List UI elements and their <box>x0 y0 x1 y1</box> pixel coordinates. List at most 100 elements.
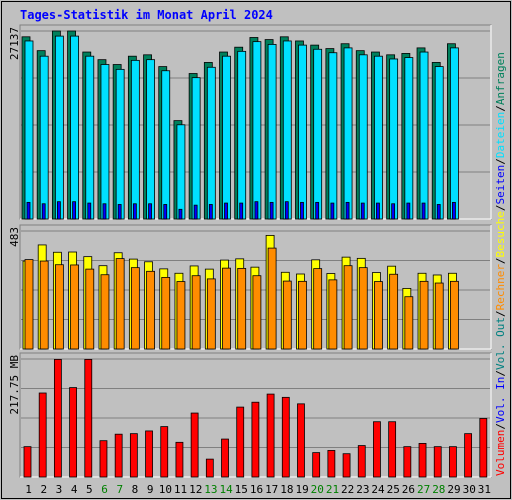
bar-volumen-day-29 <box>449 446 457 478</box>
legend-separator: / <box>494 204 507 211</box>
bar-rechner-day-17 <box>267 247 277 350</box>
bar-dateien-day-1 <box>24 40 34 220</box>
bar-rechner-day-7 <box>115 258 125 350</box>
bar-dateien-day-4 <box>70 35 79 220</box>
bar-dateien-day-10 <box>161 70 171 220</box>
bar-seiten-day-4 <box>72 201 76 220</box>
legend-separator: / <box>494 105 507 112</box>
right-legend: Volumen/Vol. In/Vol. Out/Rechner/Besuche… <box>494 52 507 476</box>
bar-rechner-day-6 <box>100 274 110 350</box>
bar-dateien-day-13 <box>206 66 216 220</box>
bar-seiten-day-20 <box>315 201 320 220</box>
y-max-label-requests: 27137 <box>8 27 21 60</box>
bar-dateien-day-18 <box>282 40 292 220</box>
legend-entry-vol--out: Vol. Out <box>494 317 507 370</box>
x-tick-label-day-3: 3 <box>56 483 63 496</box>
bar-rechner-day-19 <box>298 280 307 350</box>
x-tick-label-day-2: 2 <box>40 483 47 496</box>
legend-separator: / <box>494 158 507 165</box>
x-tick-label-day-28: 28 <box>432 483 445 496</box>
bar-dateien-day-17 <box>267 44 277 220</box>
bar-seiten-day-9 <box>148 203 152 220</box>
bar-volumen-day-1 <box>23 446 32 478</box>
bar-dateien-day-23 <box>358 54 368 220</box>
bar-volumen-day-10 <box>160 426 169 478</box>
bar-volumen-day-13 <box>205 458 214 478</box>
bar-seiten-day-21 <box>330 202 335 220</box>
bar-rechner-day-16 <box>252 275 262 350</box>
bar-volumen-day-14 <box>221 438 229 478</box>
bar-volumen-day-15 <box>236 406 245 478</box>
bar-volumen-day-22 <box>342 453 351 478</box>
x-tick-label-day-23: 23 <box>356 483 369 496</box>
legend-entry-seiten: Seiten <box>494 165 507 205</box>
x-tick-label-day-25: 25 <box>387 483 400 496</box>
bar-volumen-day-28 <box>433 446 442 478</box>
bar-rechner-day-18 <box>282 280 292 350</box>
bar-volumen-day-9 <box>145 430 153 478</box>
x-tick-label-day-12: 12 <box>189 483 202 496</box>
bar-seiten-day-7 <box>117 204 122 220</box>
bar-rechner-day-10 <box>161 277 171 350</box>
bar-dateien-day-26 <box>404 57 414 220</box>
x-tick-label-day-6: 6 <box>101 483 108 496</box>
bar-seiten-day-3 <box>56 201 61 220</box>
legend-separator: / <box>494 257 507 264</box>
bar-dateien-day-14 <box>222 55 231 220</box>
bar-rechner-day-11 <box>176 281 186 350</box>
legend-entry-besuche: Besuche <box>494 211 507 257</box>
x-tick-label-day-18: 18 <box>280 483 293 496</box>
x-tick-label-day-17: 17 <box>265 483 278 496</box>
x-tick-label-day-29: 29 <box>447 483 460 496</box>
x-tick-label-day-26: 26 <box>402 483 415 496</box>
y-max-label-volume: 217.75 MB <box>8 355 21 415</box>
bar-volumen-day-20 <box>312 452 321 478</box>
bar-volumen-day-4 <box>69 387 77 478</box>
bar-rechner-day-8 <box>130 267 140 350</box>
bar-rechner-day-29 <box>450 280 459 350</box>
bar-rechner-day-23 <box>358 267 368 350</box>
bar-volumen-day-16 <box>251 401 260 478</box>
legend-separator: / <box>494 310 507 317</box>
x-tick-label-day-19: 19 <box>295 483 308 496</box>
bar-rechner-day-22 <box>343 265 353 350</box>
bar-dateien-day-29 <box>450 47 459 220</box>
bar-seiten-day-29 <box>452 201 456 220</box>
bar-dateien-day-25 <box>389 58 399 220</box>
bar-dateien-day-11 <box>176 124 186 220</box>
x-tick-label-day-20: 20 <box>311 483 324 496</box>
bar-volumen-day-24 <box>373 421 381 478</box>
x-tick-label-day-16: 16 <box>250 483 263 496</box>
bar-seiten-day-28 <box>436 204 441 220</box>
bar-volumen-day-3 <box>53 359 62 478</box>
bar-rechner-day-26 <box>404 296 414 350</box>
bar-volumen-day-5 <box>84 359 93 478</box>
bar-seiten-day-24 <box>376 202 380 220</box>
legend-entry-dateien: Dateien <box>494 112 507 158</box>
bar-rechner-day-12 <box>191 275 201 350</box>
bar-rechner-day-20 <box>313 268 323 350</box>
x-tick-label-day-8: 8 <box>132 483 139 496</box>
x-tick-label-day-22: 22 <box>341 483 354 496</box>
bar-seiten-day-25 <box>391 203 396 220</box>
bar-volumen-day-7 <box>114 433 123 478</box>
bar-dateien-day-27 <box>419 51 429 220</box>
bar-dateien-day-5 <box>85 55 95 220</box>
bar-volumen-day-18 <box>281 396 290 478</box>
bar-seiten-day-1 <box>26 201 31 220</box>
bar-volumen-day-6 <box>99 440 108 478</box>
bar-volumen-day-26 <box>403 446 412 478</box>
legend-entry-rechner: Rechner <box>494 264 507 311</box>
bar-volumen-day-2 <box>38 392 47 478</box>
bar-seiten-day-27 <box>421 202 426 220</box>
bar-volumen-day-30 <box>464 433 473 478</box>
x-tick-label-day-21: 21 <box>326 483 339 496</box>
bar-rechner-day-27 <box>419 280 429 350</box>
legend-entry-volumen: Volumen <box>494 430 507 476</box>
x-tick-label-day-24: 24 <box>371 483 385 496</box>
bar-dateien-day-19 <box>298 44 307 220</box>
bar-rechner-day-2 <box>39 260 49 350</box>
bar-seiten-day-5 <box>87 202 92 220</box>
